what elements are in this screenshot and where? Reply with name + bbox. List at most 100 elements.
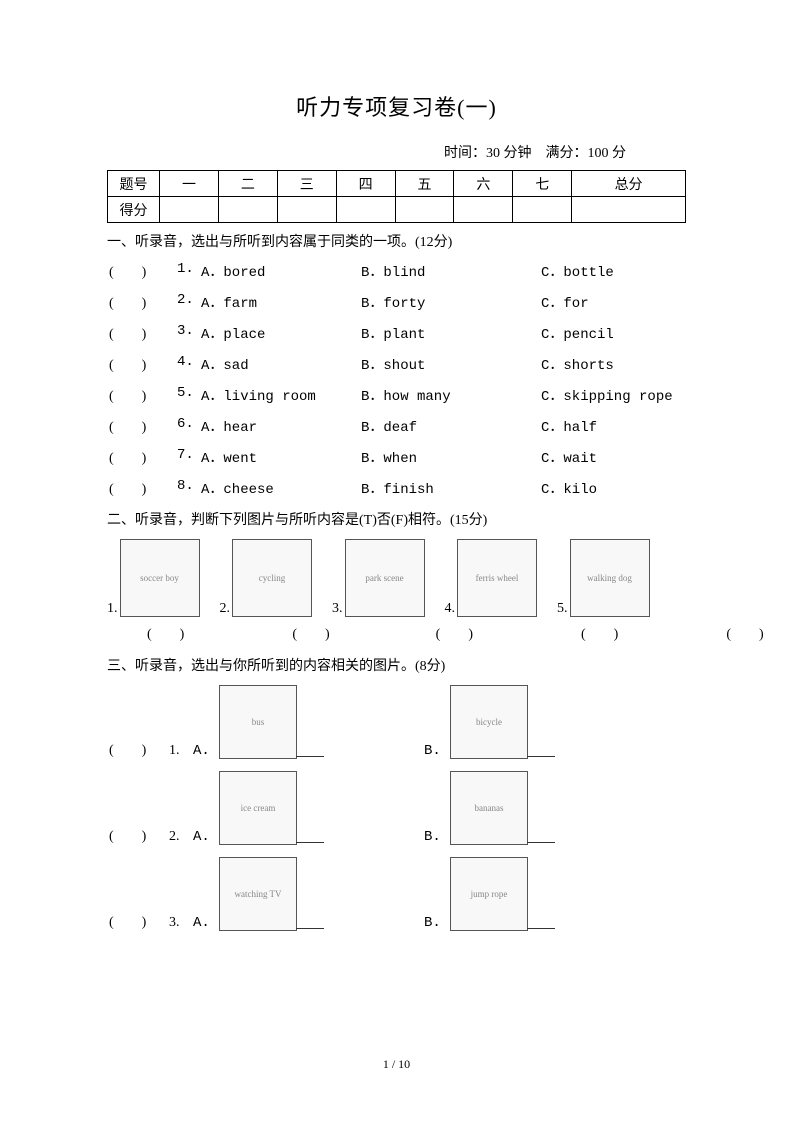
- option-a: A．hear: [201, 416, 361, 436]
- underline: [527, 842, 555, 843]
- option-b-label: B.: [424, 743, 450, 759]
- picture-icon: soccer boy: [120, 539, 200, 617]
- option-b-label: B.: [424, 915, 450, 931]
- option-c: C．wait: [541, 447, 686, 467]
- picture-icon: park scene: [345, 539, 425, 617]
- answer-input[interactable]: ( ): [109, 447, 177, 467]
- option-a-label: A.: [193, 915, 219, 931]
- option-c: C．for: [541, 292, 686, 312]
- answer-input[interactable]: ( ): [109, 354, 177, 374]
- cell: 一: [160, 171, 219, 197]
- answer-input[interactable]: ( ): [109, 739, 169, 759]
- option-b: B．shout: [361, 354, 541, 374]
- answer-input[interactable]: ( ): [147, 623, 184, 643]
- question-number: 3.: [177, 323, 201, 343]
- question-row: ( )1.A．boredB．blindC．bottle: [109, 261, 686, 281]
- page-title: 听力专项复习卷(一): [107, 90, 686, 122]
- cell: 得分: [108, 197, 160, 223]
- image-item: 1.soccer boy: [107, 539, 220, 617]
- score-input[interactable]: [572, 197, 686, 223]
- score-input[interactable]: [454, 197, 513, 223]
- answer-input[interactable]: ( ): [292, 623, 329, 643]
- question-number: 5.: [177, 385, 201, 405]
- section2-title: 二、听录音，判断下列图片与所听内容是(T)否(F)相符。(15分): [107, 509, 686, 529]
- score-value-row: 得分: [108, 197, 686, 223]
- option-a: A．sad: [201, 354, 361, 374]
- question-number: 6.: [177, 416, 201, 436]
- answer-input[interactable]: ( ): [726, 623, 763, 643]
- option-c: C．pencil: [541, 323, 686, 343]
- picture-icon: bicycle: [450, 685, 528, 759]
- item-number: 1.: [107, 601, 118, 617]
- image-item: 2.cycling: [220, 539, 333, 617]
- option-a: A．place: [201, 323, 361, 343]
- question-row: ( )2.A．farmB．fortyC．for: [109, 292, 686, 312]
- section2-images: 1.soccer boy2.cycling3.park scene4.ferri…: [107, 539, 686, 617]
- question-row: ( )7.A．wentB．whenC．wait: [109, 447, 686, 467]
- answer-input[interactable]: ( ): [109, 323, 177, 343]
- answer-input[interactable]: ( ): [109, 385, 177, 405]
- score-input[interactable]: [277, 197, 336, 223]
- answer-input[interactable]: ( ): [109, 261, 177, 281]
- image-item: 5.walking dog: [557, 539, 670, 617]
- answer-input[interactable]: ( ): [109, 911, 169, 931]
- option-b: B．deaf: [361, 416, 541, 436]
- cell: 七: [513, 171, 572, 197]
- page-footer: 1 / 10: [0, 1057, 793, 1072]
- option-b: B．plant: [361, 323, 541, 343]
- underline: [527, 756, 555, 757]
- section2-inputs: ( )( )( )( )( ): [123, 623, 686, 643]
- answer-input[interactable]: ( ): [109, 416, 177, 436]
- picture-icon: jump rope: [450, 857, 528, 931]
- answer-input[interactable]: ( ): [436, 623, 473, 643]
- option-b: B．forty: [361, 292, 541, 312]
- section1-title: 一、听录音，选出与所听到内容属于同类的一项。(12分): [107, 231, 686, 251]
- question-row: ( )3.A．placeB．plantC．pencil: [109, 323, 686, 343]
- question-number: 2.: [177, 292, 201, 312]
- option-c: C．kilo: [541, 478, 686, 498]
- item-number: 4.: [445, 601, 456, 617]
- section3-list: ( )1.A.busB.bicycle( )2.A.ice creamB.ban…: [107, 685, 686, 931]
- score-input[interactable]: [160, 197, 219, 223]
- meta-info: 时间：30 分钟 满分：100 分: [107, 142, 686, 162]
- score-table: 题号 一 二 三 四 五 六 七 总分 得分: [107, 170, 686, 223]
- section1-list: ( )1.A．boredB．blindC．bottle( )2.A．farmB．…: [107, 261, 686, 498]
- picture-icon: watching TV: [219, 857, 297, 931]
- question-number: 8.: [177, 478, 201, 498]
- picture-icon: ferris wheel: [457, 539, 537, 617]
- question-row: ( )2.A.ice creamB.bananas: [109, 771, 686, 845]
- option-a: A．cheese: [201, 478, 361, 498]
- cell: 总分: [572, 171, 686, 197]
- option-c: C．shorts: [541, 354, 686, 374]
- option-a-label: A.: [193, 743, 219, 759]
- score-header-row: 题号 一 二 三 四 五 六 七 总分: [108, 171, 686, 197]
- cell: 五: [395, 171, 454, 197]
- answer-input[interactable]: ( ): [109, 825, 169, 845]
- answer-input[interactable]: ( ): [109, 478, 177, 498]
- question-row: ( )1.A.busB.bicycle: [109, 685, 686, 759]
- option-a: A．farm: [201, 292, 361, 312]
- score-input[interactable]: [513, 197, 572, 223]
- cell: 题号: [108, 171, 160, 197]
- picture-icon: bus: [219, 685, 297, 759]
- score-input[interactable]: [336, 197, 395, 223]
- question-number: 3.: [169, 915, 193, 931]
- score-input[interactable]: [218, 197, 277, 223]
- underline: [296, 756, 324, 757]
- picture-icon: walking dog: [570, 539, 650, 617]
- question-number: 7.: [177, 447, 201, 467]
- question-row: ( )6.A．hearB．deafC．half: [109, 416, 686, 436]
- score-input[interactable]: [395, 197, 454, 223]
- cell: 六: [454, 171, 513, 197]
- option-b: B．finish: [361, 478, 541, 498]
- option-b: B．when: [361, 447, 541, 467]
- option-b: B．how many: [361, 385, 541, 405]
- cell: 二: [218, 171, 277, 197]
- cell: 三: [277, 171, 336, 197]
- option-a: A．went: [201, 447, 361, 467]
- image-item: 3.park scene: [332, 539, 445, 617]
- answer-input[interactable]: ( ): [581, 623, 618, 643]
- underline: [296, 842, 324, 843]
- answer-input[interactable]: ( ): [109, 292, 177, 312]
- option-b: B．blind: [361, 261, 541, 281]
